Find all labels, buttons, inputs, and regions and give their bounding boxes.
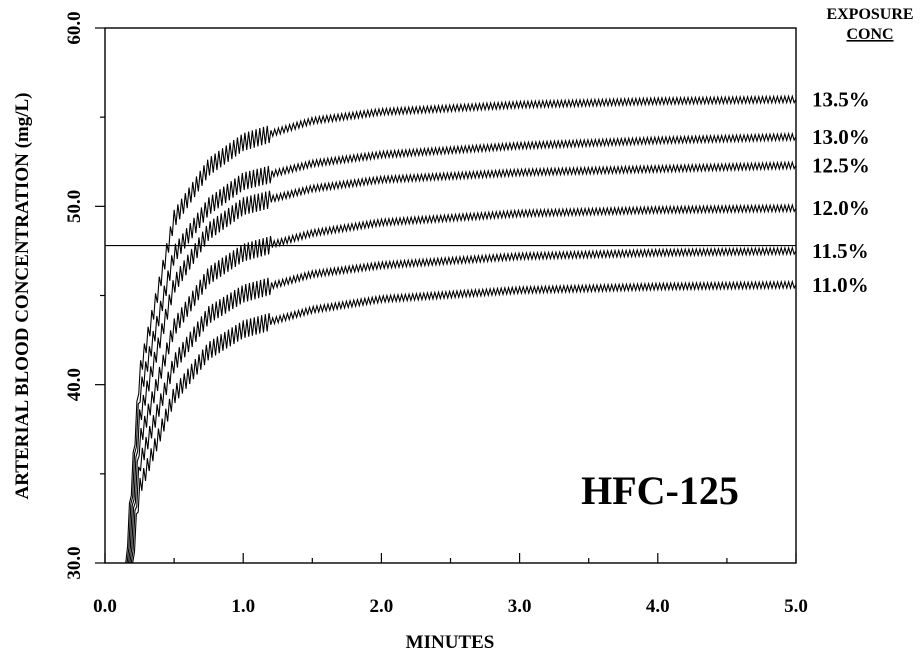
- y-axis-title: ARTERIAL BLOOD CONCENTRATION (mg/L): [12, 93, 33, 500]
- series-line: [126, 131, 797, 564]
- x-axis: 0.0 1.0 2.0 3.0 4.0 5.0: [93, 553, 808, 617]
- x-tick-label: 1.0: [231, 596, 255, 617]
- legend-title-line2: CONC: [846, 26, 893, 43]
- y-tick-label: 60.0: [64, 11, 85, 44]
- x-tick-label: 3.0: [508, 596, 532, 617]
- series-label: 13.5%: [812, 87, 870, 111]
- series-label: 11.0%: [812, 273, 869, 297]
- series-label: 12.5%: [812, 153, 870, 177]
- series-label: 13.0%: [812, 125, 870, 149]
- y-tick-label: 30.0: [64, 546, 85, 579]
- series-label: 12.0%: [812, 196, 870, 220]
- y-tick-label: 40.0: [64, 368, 85, 401]
- legend-title-line1: EXPOSURE: [826, 6, 913, 23]
- series-line: [129, 202, 797, 564]
- x-tick-label: 5.0: [784, 596, 808, 617]
- x-tick-label: 2.0: [370, 596, 394, 617]
- series-line: [132, 279, 797, 564]
- series-label-group: 13.5% 13.0% 12.5% 12.0% 11.5% 11.0%: [812, 87, 870, 296]
- series-line: [125, 94, 797, 564]
- y-tick-label: 50.0: [64, 190, 85, 223]
- x-tick-label: 0.0: [93, 596, 117, 617]
- series-group: [125, 94, 797, 564]
- chart-annotation: HFC-125: [581, 468, 739, 513]
- series-line: [127, 160, 797, 564]
- x-axis-title: MINUTES: [406, 632, 495, 653]
- series-line: [130, 245, 797, 564]
- series-label: 11.5%: [812, 239, 869, 263]
- y-axis: 30.0 40.0 50.0 60.0: [64, 11, 105, 580]
- x-tick-label: 4.0: [646, 596, 670, 617]
